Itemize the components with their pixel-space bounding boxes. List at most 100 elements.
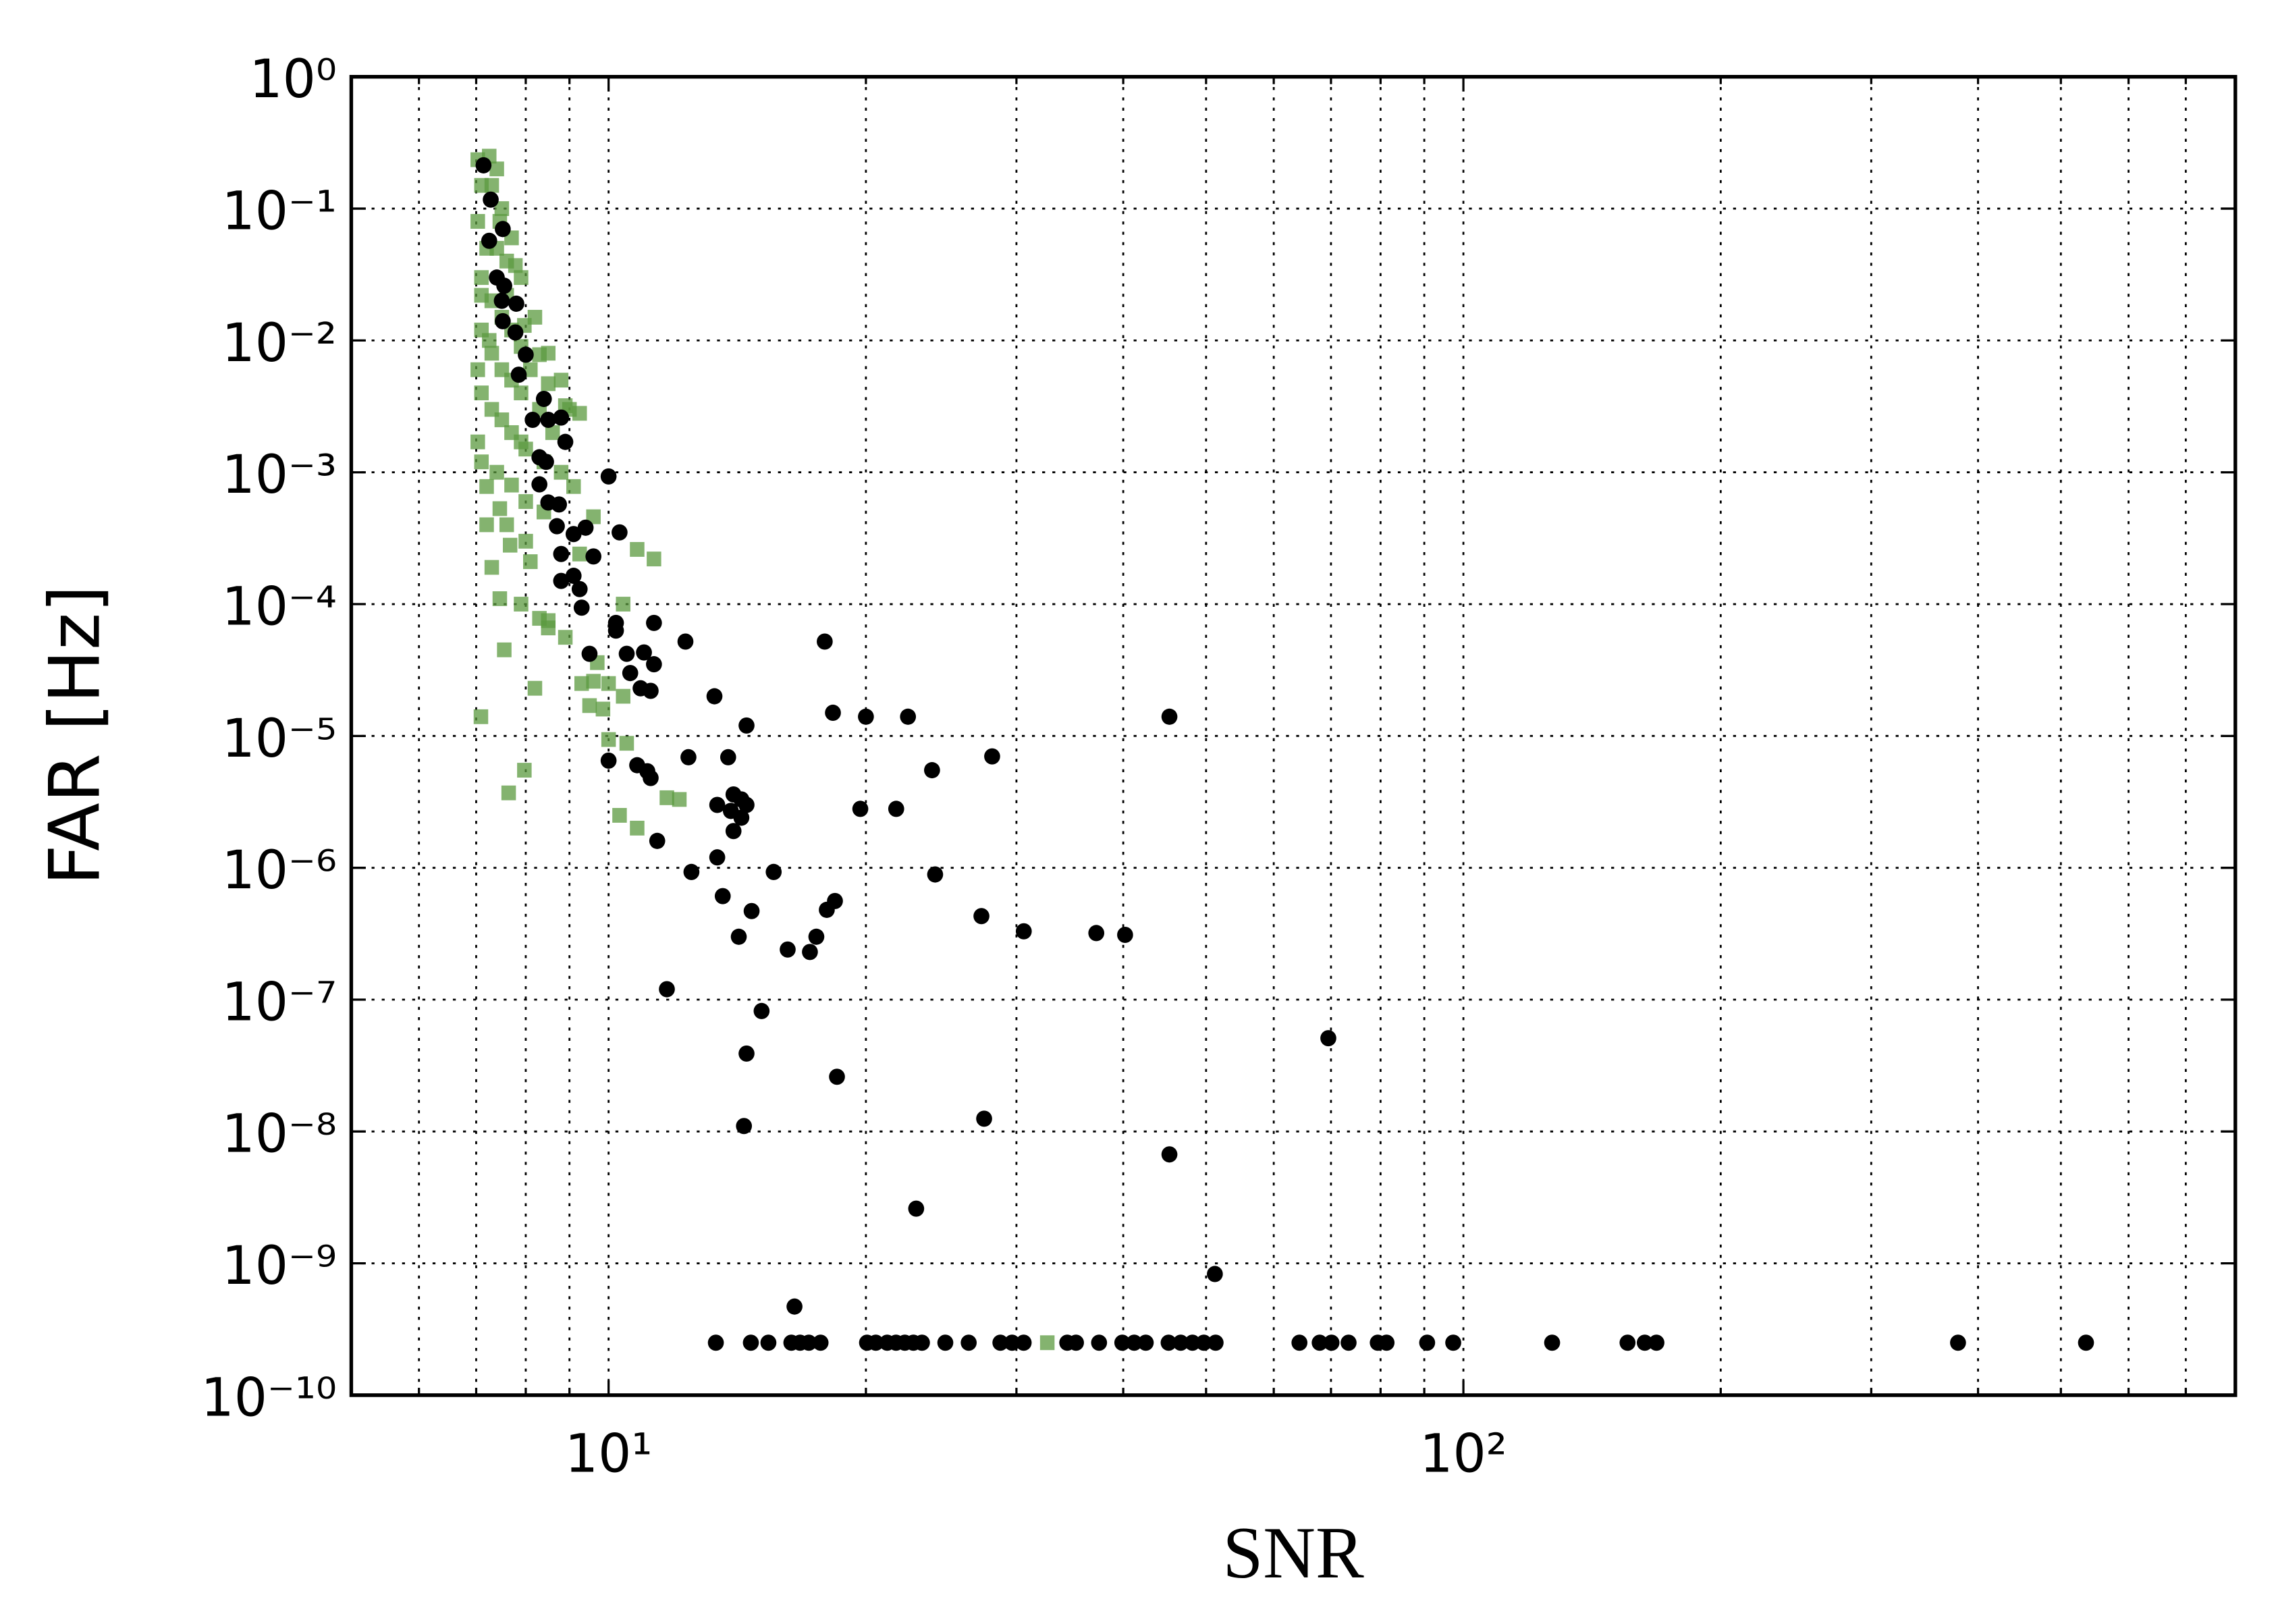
point <box>574 676 589 691</box>
point <box>586 509 601 524</box>
point <box>707 1334 724 1351</box>
point <box>630 820 645 836</box>
point <box>1091 1334 1108 1351</box>
point <box>1378 1334 1395 1351</box>
point <box>553 409 570 426</box>
y-axis-title: FAR [Hz] <box>34 585 115 886</box>
point <box>636 644 652 661</box>
point <box>483 191 499 208</box>
point <box>470 362 485 377</box>
point <box>518 494 533 509</box>
point <box>497 642 512 657</box>
y-tick-label: 10⁻⁴ <box>222 576 337 638</box>
point <box>553 373 569 388</box>
point <box>1320 1030 1336 1047</box>
point <box>572 546 587 562</box>
y-tick-label: 10⁻² <box>222 313 337 374</box>
point <box>565 568 582 585</box>
point <box>1114 1334 1131 1351</box>
x-tick-label: 10² <box>1419 1424 1507 1485</box>
point <box>600 752 617 769</box>
point <box>1323 1334 1340 1351</box>
point <box>753 1002 770 1019</box>
point <box>1126 1334 1143 1351</box>
point <box>802 944 818 960</box>
point <box>1636 1334 1653 1351</box>
point <box>618 645 635 662</box>
point <box>720 749 736 765</box>
point <box>780 941 796 958</box>
point <box>540 411 557 429</box>
point <box>494 412 510 427</box>
point <box>524 411 541 429</box>
point <box>484 178 499 193</box>
point <box>493 292 510 309</box>
point <box>630 542 645 557</box>
point <box>484 346 499 361</box>
point <box>643 682 659 699</box>
point <box>573 599 590 616</box>
x-axis-title: SNR <box>1223 1512 1365 1594</box>
point <box>577 519 594 536</box>
point <box>607 622 624 639</box>
point <box>1195 1334 1212 1351</box>
point <box>649 832 666 849</box>
point <box>549 518 565 535</box>
point <box>1340 1334 1357 1351</box>
point <box>743 902 760 919</box>
point <box>508 295 524 312</box>
point <box>672 792 687 807</box>
point <box>517 763 532 778</box>
y-tick-label: 10⁻⁹ <box>222 1235 337 1297</box>
point <box>960 1334 977 1351</box>
y-tick-label: 10⁰ <box>249 49 337 111</box>
point <box>504 477 519 493</box>
y-tick-label: 10⁻³ <box>222 445 337 506</box>
point <box>760 1334 777 1351</box>
point <box>501 785 516 801</box>
point <box>504 425 519 440</box>
point <box>738 717 755 734</box>
point <box>479 517 494 533</box>
point <box>1015 923 1032 940</box>
point <box>733 809 750 826</box>
point <box>492 591 508 606</box>
point <box>709 796 726 813</box>
point <box>1207 1266 1223 1282</box>
point <box>507 324 524 341</box>
point <box>473 709 489 724</box>
x-tick-label: 10¹ <box>565 1424 653 1485</box>
point <box>1311 1334 1328 1351</box>
point <box>852 801 869 817</box>
point <box>1161 1146 1178 1163</box>
y-tick-label: 10⁻⁶ <box>222 840 337 901</box>
point <box>817 633 833 650</box>
point <box>736 1118 753 1135</box>
point <box>484 560 499 575</box>
point <box>585 548 602 565</box>
point <box>1184 1334 1201 1351</box>
point <box>1161 708 1178 725</box>
point <box>709 849 726 866</box>
point <box>888 801 904 817</box>
point <box>738 1045 755 1062</box>
point <box>535 391 552 408</box>
point <box>616 597 630 612</box>
y-tick-label: 10⁻⁷ <box>222 972 337 1033</box>
point <box>492 501 508 516</box>
y-tick-label: 10⁻¹⁰ <box>200 1368 336 1429</box>
point <box>474 322 489 337</box>
point <box>819 901 835 918</box>
point <box>900 708 917 725</box>
point <box>475 157 492 173</box>
point <box>553 545 570 562</box>
point <box>786 1298 803 1315</box>
point <box>499 517 514 533</box>
point <box>1172 1334 1189 1351</box>
point <box>523 362 538 377</box>
point <box>474 454 489 470</box>
point <box>927 866 944 883</box>
point <box>470 434 485 450</box>
point <box>1137 1334 1154 1351</box>
point <box>489 161 504 177</box>
